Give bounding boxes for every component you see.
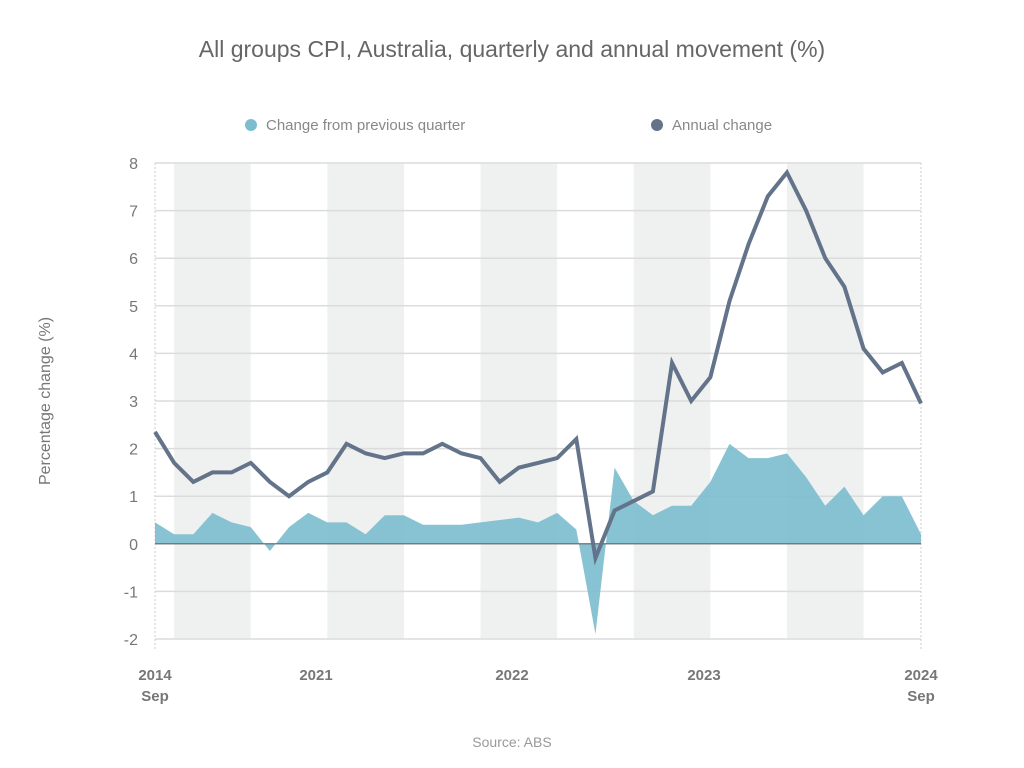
x-tick-label: 2021 <box>299 667 332 684</box>
legend: Change from previous quarter Annual chan… <box>245 117 772 134</box>
y-tick-label: 1 <box>129 489 138 506</box>
y-tick-label: 8 <box>129 156 138 173</box>
quarterly-change-area <box>155 443 921 635</box>
legend-swatch-quarterly <box>245 119 257 131</box>
x-tick-label: 2014 <box>138 667 172 684</box>
y-tick-label: -2 <box>124 632 138 649</box>
y-tick-label: 0 <box>129 537 138 554</box>
legend-label-quarterly: Change from previous quarter <box>266 117 465 134</box>
y-tick-label: -1 <box>124 584 138 601</box>
legend-swatch-annual <box>651 119 663 131</box>
y-tick-label: 7 <box>129 204 138 221</box>
x-tick-label: 2024 <box>904 667 938 684</box>
x-tick-label: 2022 <box>495 667 528 684</box>
chart-title: All groups CPI, Australia, quarterly and… <box>199 36 825 62</box>
x-tick-sublabel: Sep <box>907 688 935 705</box>
y-tick-label: 5 <box>129 299 138 316</box>
y-tick-label: 3 <box>129 394 138 411</box>
annual-change-line <box>153 168 923 566</box>
x-tick-label: 2023 <box>687 667 720 684</box>
y-tick-label: 6 <box>129 251 138 268</box>
x-tick-sublabel: Sep <box>141 688 169 705</box>
source-note: Source: ABS <box>472 734 551 750</box>
y-axis-label: Percentage change (%) <box>37 317 54 485</box>
y-tick-label: 2 <box>129 442 138 459</box>
y-tick-label: 4 <box>129 346 138 363</box>
legend-label-annual: Annual change <box>672 117 772 134</box>
